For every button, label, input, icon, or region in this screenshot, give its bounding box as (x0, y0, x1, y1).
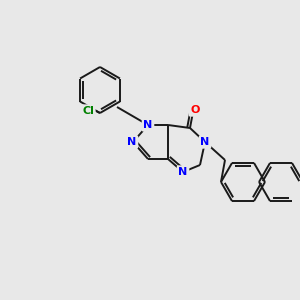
Text: N: N (200, 137, 210, 147)
Text: Cl: Cl (82, 106, 94, 116)
Text: N: N (178, 167, 188, 177)
Text: N: N (128, 137, 136, 147)
Text: N: N (143, 120, 153, 130)
Text: O: O (190, 105, 200, 115)
